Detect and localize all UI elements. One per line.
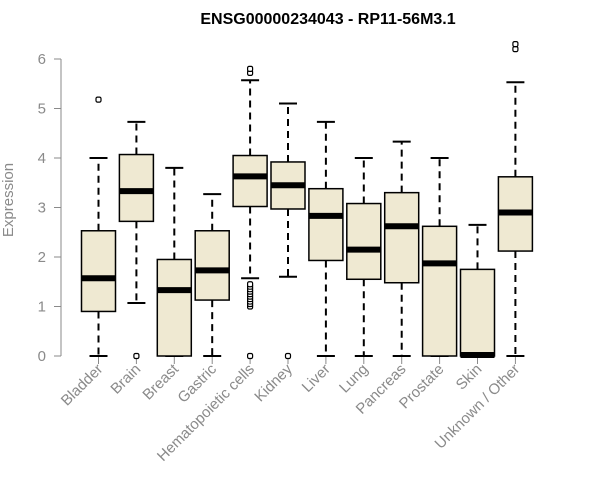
- outlier-point: [95, 96, 102, 103]
- y-tick-label: 2: [38, 249, 46, 266]
- y-tick-label: 1: [38, 299, 46, 316]
- box-group: [383, 140, 420, 357]
- outlier-point: [247, 65, 254, 73]
- box: [80, 230, 117, 313]
- outlier-point: [247, 352, 254, 360]
- box: [194, 230, 230, 301]
- box-group: [194, 193, 230, 357]
- box: [421, 225, 458, 357]
- y-tick-label: 0: [38, 348, 46, 365]
- box: [156, 258, 193, 357]
- y-tick-label: 5: [38, 101, 46, 118]
- box: [232, 154, 268, 208]
- outlier-point: [133, 352, 140, 360]
- box-group: [156, 166, 193, 357]
- outlier-point: [512, 45, 519, 53]
- box: [118, 153, 155, 223]
- boxes: [80, 41, 534, 360]
- box: [459, 268, 496, 357]
- box-group: [346, 157, 382, 357]
- box-group: [232, 65, 268, 360]
- y-tick-label: 6: [38, 51, 46, 68]
- box-group: [308, 120, 344, 357]
- y-axis: 0 1 2 3 4 5 6: [38, 51, 62, 365]
- y-axis-label: Expression: [0, 163, 17, 237]
- outlier-point: [247, 281, 254, 288]
- box-group: [421, 157, 458, 357]
- x-tick-label: Liver: [299, 361, 334, 396]
- box: [383, 191, 420, 284]
- box-group: [118, 120, 155, 360]
- box-group: [270, 102, 306, 360]
- box: [346, 202, 382, 281]
- x-tick-label: Skin: [453, 361, 486, 394]
- box-group: [497, 41, 534, 357]
- outlier-point: [284, 352, 292, 360]
- chart-title: ENSG00000234043 - RP11-56M3.1: [200, 11, 455, 28]
- y-tick-label: 3: [38, 200, 46, 217]
- box: [308, 187, 344, 262]
- x-tick-label: Kidney: [251, 360, 296, 405]
- box-group: [80, 96, 117, 357]
- x-tick-label: Bladder: [58, 361, 107, 410]
- outlier-point: [512, 41, 519, 48]
- y-tick-label: 4: [38, 150, 46, 167]
- box-group: [459, 223, 496, 359]
